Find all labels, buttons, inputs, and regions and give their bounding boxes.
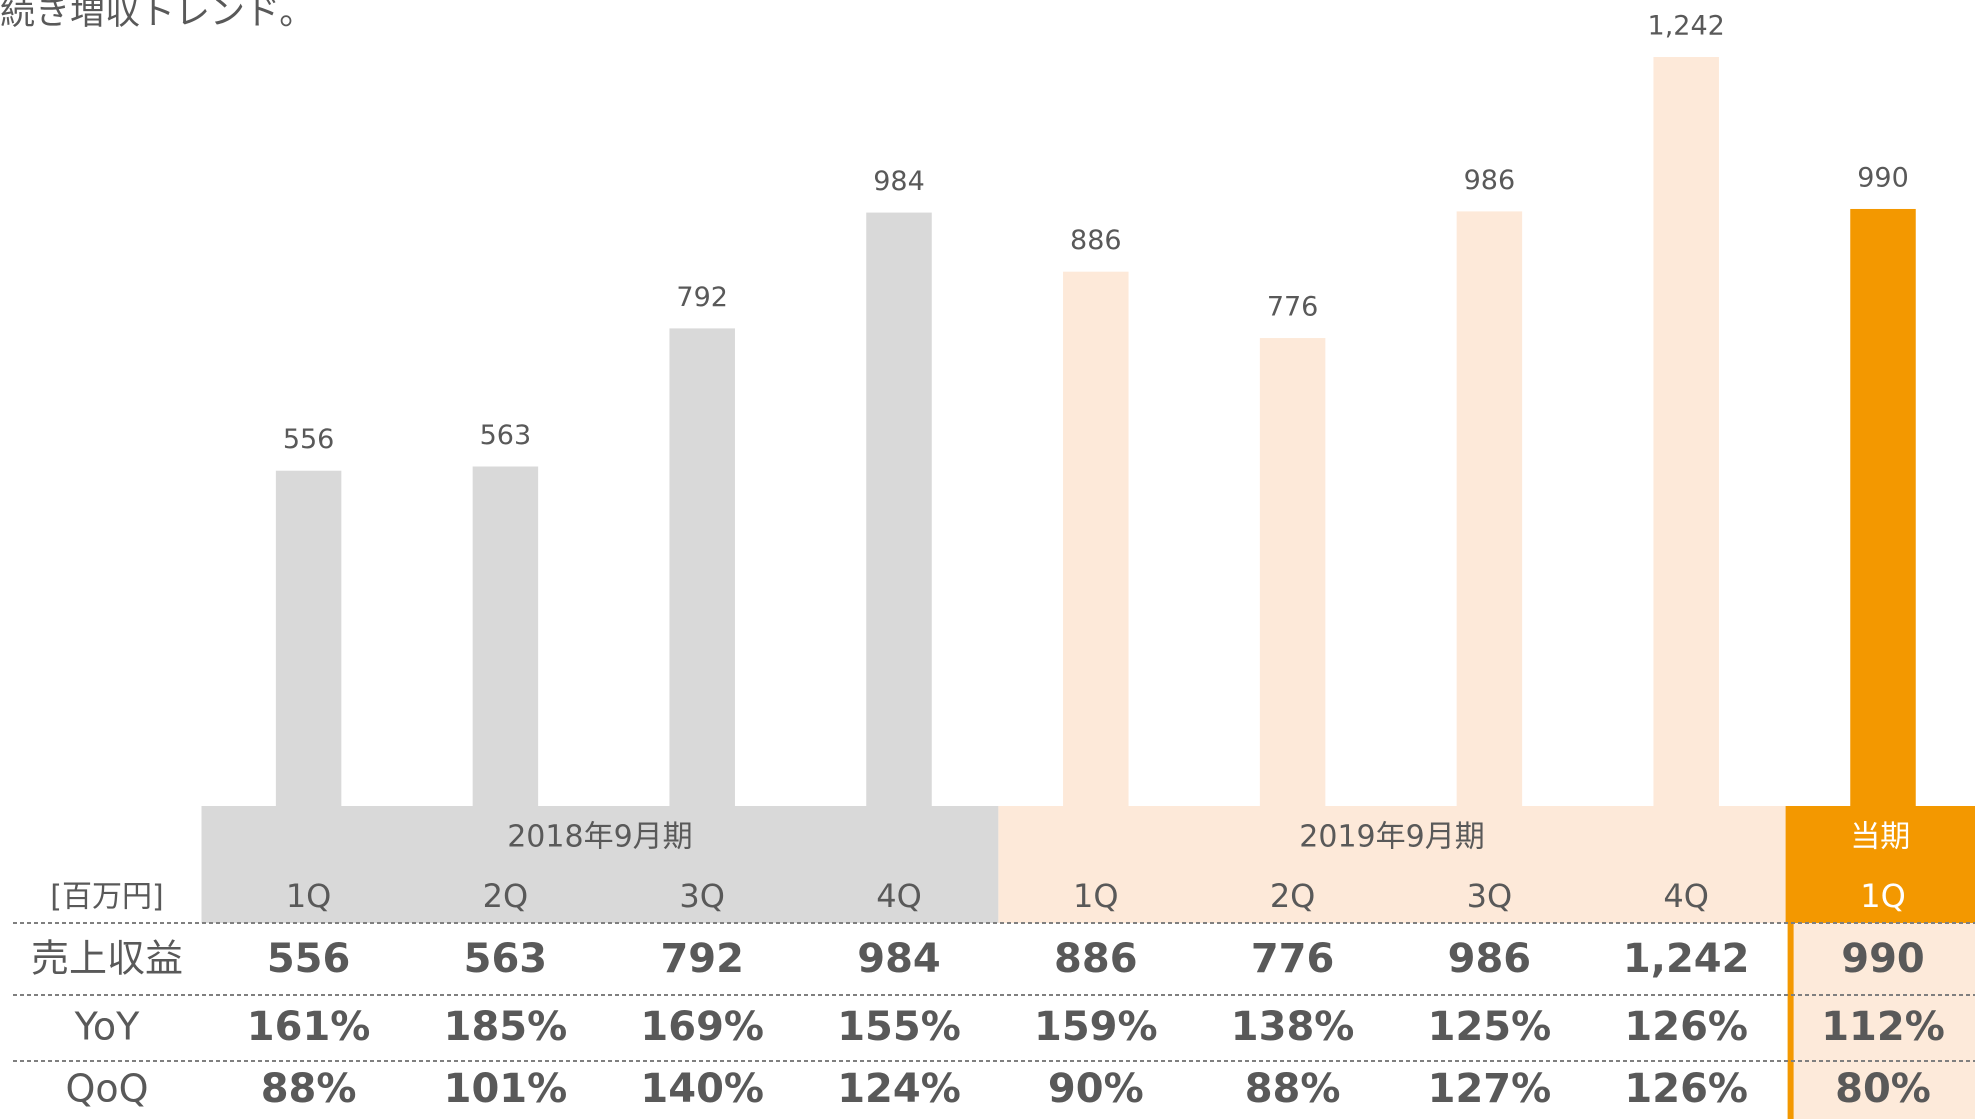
value-label: 1,242 bbox=[1648, 11, 1725, 42]
yoy-cell: 169% bbox=[640, 1004, 764, 1050]
revenue-cell: 990 bbox=[1841, 936, 1925, 982]
value-label: 990 bbox=[1857, 162, 1909, 193]
x-tick-label: 3Q bbox=[1467, 877, 1513, 915]
x-tick-label: 4Q bbox=[1663, 877, 1709, 915]
qoq-cell: 88% bbox=[1245, 1066, 1341, 1112]
x-tick-label: 2Q bbox=[1270, 877, 1316, 915]
value-label: 776 bbox=[1267, 292, 1319, 323]
revenue-cell: 556 bbox=[267, 936, 351, 982]
qoq-cell: 80% bbox=[1835, 1066, 1931, 1112]
group-label: 当期 bbox=[1850, 820, 1910, 855]
yoy-cell: 159% bbox=[1034, 1004, 1158, 1050]
qoq-cell: 140% bbox=[640, 1066, 764, 1112]
revenue-cell: 986 bbox=[1448, 936, 1532, 982]
revenue-cell: 886 bbox=[1054, 936, 1138, 982]
qoq-cell: 127% bbox=[1428, 1066, 1552, 1112]
bar bbox=[669, 328, 735, 806]
qoq-cell: 101% bbox=[444, 1066, 568, 1112]
row-label: QoQ bbox=[65, 1067, 148, 1111]
value-label: 986 bbox=[1464, 165, 1516, 196]
yoy-cell: 161% bbox=[247, 1004, 371, 1050]
revenue-cell: 776 bbox=[1251, 936, 1335, 982]
revenue-cell: 563 bbox=[464, 936, 548, 982]
bar bbox=[1653, 57, 1719, 806]
bar bbox=[1259, 338, 1326, 806]
revenue-cell: 984 bbox=[857, 936, 941, 982]
value-label: 556 bbox=[283, 424, 335, 455]
revenue-cell: 1,242 bbox=[1623, 936, 1750, 982]
group-band bbox=[201, 806, 999, 923]
bar bbox=[1063, 271, 1129, 806]
qoq-cell: 124% bbox=[837, 1066, 961, 1112]
current-cell bbox=[1790, 923, 1975, 1119]
x-tick-label: 1Q bbox=[1860, 877, 1906, 915]
bar bbox=[1456, 211, 1523, 807]
qoq-cell: 126% bbox=[1624, 1066, 1748, 1112]
yoy-cell: 185% bbox=[444, 1004, 568, 1050]
bar bbox=[472, 466, 539, 806]
row-label: 売上収益 bbox=[31, 937, 183, 981]
group-band bbox=[1785, 806, 1975, 923]
value-label: 886 bbox=[1070, 225, 1122, 256]
group-label: 2019年9月期 bbox=[1299, 820, 1484, 855]
chart-title: 続き増収トレンド。 bbox=[0, 0, 314, 33]
row-label: YoY bbox=[74, 1005, 140, 1049]
yoy-cell: 138% bbox=[1231, 1004, 1355, 1050]
value-label: 984 bbox=[873, 166, 925, 197]
x-tick-label: 4Q bbox=[876, 877, 922, 915]
bar bbox=[1850, 208, 1916, 806]
x-tick-label: 1Q bbox=[286, 877, 332, 915]
group-label: 2018年9月期 bbox=[507, 820, 692, 855]
bar bbox=[275, 470, 342, 806]
value-label: 792 bbox=[676, 282, 728, 313]
unit-label: [百万円] bbox=[50, 880, 163, 915]
qoq-cell: 90% bbox=[1048, 1066, 1144, 1112]
group-band bbox=[998, 806, 1786, 923]
revenue-cell: 792 bbox=[660, 936, 744, 982]
bar bbox=[866, 212, 932, 807]
x-tick-label: 3Q bbox=[679, 877, 725, 915]
yoy-cell: 155% bbox=[837, 1004, 961, 1050]
yoy-cell: 112% bbox=[1821, 1004, 1945, 1050]
qoq-cell: 88% bbox=[261, 1066, 357, 1112]
value-label: 563 bbox=[480, 420, 532, 451]
yoy-cell: 125% bbox=[1428, 1004, 1552, 1050]
x-tick-label: 2Q bbox=[483, 877, 529, 915]
x-tick-label: 1Q bbox=[1073, 877, 1119, 915]
yoy-cell: 126% bbox=[1624, 1004, 1748, 1050]
